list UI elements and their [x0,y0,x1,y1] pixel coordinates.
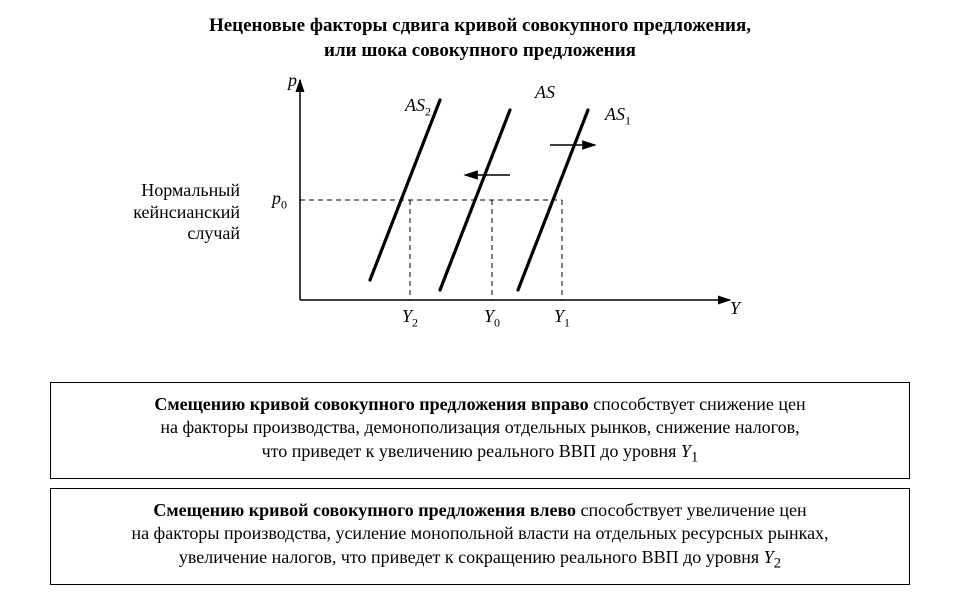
y2-tick-label: Y2 [402,306,418,331]
box1-ysub: 1 [691,449,699,465]
box1-y: Y [681,441,691,461]
info-box-left-shift: Смещению кривой совокупного предложения … [50,488,910,585]
box2-ysub: 2 [774,555,782,571]
page-title: Неценовые факторы сдвига кривой совокупн… [0,0,960,63]
left-label-l3: случай [187,223,240,243]
chart-area: Нормальный кейнсианский случай p Y p0 Y2… [0,70,960,350]
left-label-l2: кейнсианский [133,202,240,222]
box1-line3a: что приведет к увеличению реального ВВП … [262,441,681,461]
x-axis-label: Y [730,298,740,319]
left-label-l1: Нормальный [141,180,240,200]
page: Неценовые факторы сдвига кривой совокупн… [0,0,960,592]
as2-curve-label: AS2 [405,95,431,120]
as-curve-label: AS [535,82,555,103]
box2-line2: на факторы производства, усиление монопо… [131,523,828,543]
box2-line3a: увеличение налогов, что приведет к сокра… [179,547,764,567]
p0-label: p0 [272,188,287,213]
title-line-2: или шока совокупного предложения [324,40,636,61]
title-line-1: Неценовые факторы сдвига кривой совокупн… [209,15,751,36]
left-side-label: Нормальный кейнсианский случай [80,180,240,245]
chart-svg-container: p Y p0 Y2 Y0 Y1 AS2 AS AS1 [260,70,820,350]
box1-rest1: способствует снижение цен [589,394,806,414]
box2-y: Y [764,547,774,567]
box1-lead: Смещению кривой совокупного предложения … [154,394,588,414]
y0-tick-label: Y0 [484,306,500,331]
info-box-right-shift: Смещению кривой совокупного предложения … [50,382,910,479]
as1-curve-label: AS1 [605,104,631,129]
box2-rest1: способствует увеличение цен [576,500,807,520]
box1-line2: на факторы производства, демонополизация… [160,417,799,437]
y1-tick-label: Y1 [554,306,570,331]
box2-lead: Смещению кривой совокупного предложения … [153,500,576,520]
y-axis-label: p [288,70,297,91]
